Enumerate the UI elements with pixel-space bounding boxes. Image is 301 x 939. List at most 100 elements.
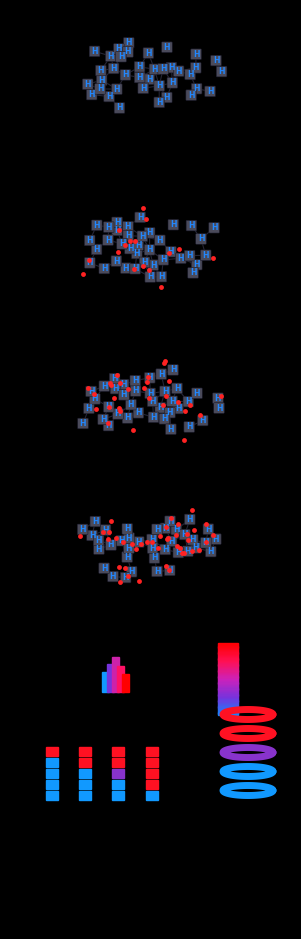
FancyBboxPatch shape [196, 234, 206, 244]
Text: H: H [216, 404, 222, 412]
Text: H: H [101, 563, 107, 573]
FancyBboxPatch shape [147, 396, 158, 407]
Text: H: H [193, 63, 199, 72]
Text: H: H [193, 50, 199, 59]
Text: H: H [92, 394, 98, 404]
Bar [46, 747, 58, 756]
FancyBboxPatch shape [118, 379, 129, 390]
Text: H: H [120, 380, 127, 389]
Text: H: H [85, 80, 91, 88]
Bar [218, 680, 238, 682]
Text: H: H [187, 70, 194, 79]
FancyBboxPatch shape [90, 393, 100, 404]
Bar [218, 654, 238, 656]
FancyBboxPatch shape [126, 399, 136, 410]
Text: H: H [88, 387, 94, 396]
Bar [218, 697, 238, 699]
FancyBboxPatch shape [104, 222, 114, 232]
FancyBboxPatch shape [209, 223, 219, 233]
Text: H: H [154, 525, 160, 533]
Bar [218, 681, 238, 683]
Bar [218, 647, 238, 649]
FancyBboxPatch shape [111, 255, 122, 267]
Text: H: H [151, 553, 158, 562]
FancyBboxPatch shape [84, 403, 94, 414]
FancyBboxPatch shape [172, 383, 182, 393]
FancyBboxPatch shape [159, 413, 170, 424]
FancyBboxPatch shape [120, 69, 131, 80]
Bar [218, 706, 238, 708]
FancyBboxPatch shape [184, 422, 194, 432]
Text: H: H [119, 239, 125, 248]
Text: H: H [167, 516, 173, 526]
FancyBboxPatch shape [116, 52, 126, 62]
Bar [218, 687, 238, 688]
Text: H: H [139, 232, 146, 240]
Text: H: H [207, 87, 213, 96]
FancyBboxPatch shape [167, 78, 178, 88]
Bar [79, 758, 91, 767]
Text: H: H [125, 223, 131, 231]
FancyBboxPatch shape [121, 263, 131, 273]
FancyBboxPatch shape [143, 48, 154, 58]
FancyBboxPatch shape [152, 524, 162, 534]
Text: H: H [203, 251, 209, 260]
Text: H: H [190, 269, 196, 277]
FancyBboxPatch shape [160, 386, 170, 396]
Text: H: H [194, 85, 200, 93]
Text: H: H [149, 535, 155, 544]
Bar [111, 657, 119, 692]
Text: H: H [145, 49, 152, 57]
Bar [218, 642, 238, 644]
FancyBboxPatch shape [109, 374, 120, 384]
Bar [218, 688, 238, 690]
FancyBboxPatch shape [123, 230, 134, 241]
Text: H: H [163, 93, 170, 102]
Text: H: H [88, 90, 95, 100]
FancyBboxPatch shape [205, 86, 216, 97]
Text: H: H [92, 517, 99, 526]
Text: H: H [132, 377, 138, 385]
Bar [218, 651, 238, 653]
Text: H: H [175, 548, 182, 557]
FancyBboxPatch shape [162, 42, 172, 53]
Text: H: H [157, 403, 163, 412]
Bar [218, 690, 238, 692]
FancyBboxPatch shape [171, 524, 182, 535]
FancyBboxPatch shape [185, 251, 195, 261]
Bar [146, 780, 158, 789]
Text: H: H [122, 70, 129, 80]
Bar [218, 644, 238, 645]
FancyBboxPatch shape [152, 566, 162, 577]
FancyBboxPatch shape [166, 62, 177, 73]
Bar [116, 666, 123, 692]
FancyBboxPatch shape [191, 259, 202, 269]
FancyBboxPatch shape [77, 524, 88, 534]
Text: H: H [98, 75, 105, 85]
Text: H: H [111, 374, 118, 383]
Text: H: H [105, 422, 112, 430]
FancyBboxPatch shape [180, 530, 190, 540]
FancyBboxPatch shape [114, 102, 125, 114]
FancyBboxPatch shape [99, 562, 109, 574]
FancyBboxPatch shape [191, 49, 201, 59]
FancyBboxPatch shape [95, 65, 106, 76]
Bar [218, 698, 238, 700]
Text: H: H [186, 251, 193, 260]
FancyBboxPatch shape [124, 543, 134, 553]
Bar [218, 699, 238, 700]
FancyBboxPatch shape [165, 408, 175, 418]
Text: H: H [211, 223, 217, 232]
Bar [218, 677, 238, 679]
Text: H: H [129, 567, 135, 577]
Text: H: H [94, 221, 100, 230]
FancyBboxPatch shape [130, 264, 140, 274]
Bar [79, 747, 91, 756]
Text: H: H [203, 538, 209, 547]
Bar [218, 663, 238, 665]
Text: H: H [105, 223, 112, 232]
FancyBboxPatch shape [99, 381, 110, 392]
Text: H: H [135, 408, 142, 417]
Bar [46, 758, 58, 767]
FancyBboxPatch shape [182, 546, 193, 557]
